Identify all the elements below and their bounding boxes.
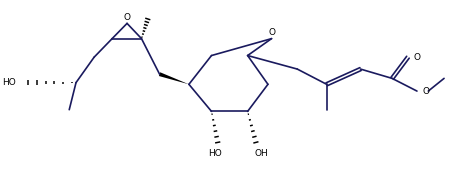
Text: O: O <box>268 28 275 37</box>
Text: HO: HO <box>2 78 16 87</box>
Text: HO: HO <box>208 149 222 158</box>
Text: OH: OH <box>255 149 269 158</box>
Text: O: O <box>414 53 421 62</box>
Text: O: O <box>422 87 429 96</box>
Text: O: O <box>123 13 130 22</box>
Polygon shape <box>159 72 189 84</box>
